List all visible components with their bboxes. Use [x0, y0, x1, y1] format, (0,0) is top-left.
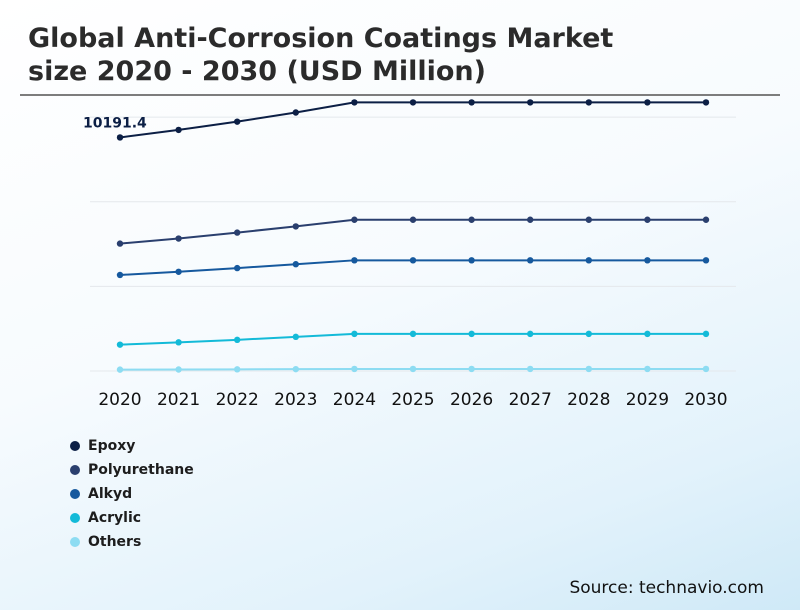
- legend-item-alkyd: Alkyd: [70, 482, 194, 506]
- title-divider: [20, 94, 780, 96]
- data-point-acrylic-2023: [292, 333, 299, 341]
- data-point-alkyd-2021: [175, 268, 182, 275]
- data-point-polyurethane-2028: [585, 216, 592, 223]
- data-point-others-2025: [409, 365, 417, 373]
- data-point-others-2024: [351, 365, 358, 373]
- data-points: [116, 99, 710, 373]
- data-point-epoxy-2029: [644, 99, 651, 106]
- data-point-others-2030: [702, 365, 710, 373]
- x-tick-label: 2020: [98, 390, 141, 410]
- x-tick-label: 2026: [450, 390, 493, 410]
- data-point-polyurethane-2025: [409, 216, 417, 223]
- data-point-others-2029: [644, 365, 651, 373]
- data-point-polyurethane-2026: [468, 216, 475, 223]
- x-tick-label: 2029: [626, 390, 669, 410]
- data-point-acrylic-2029: [644, 330, 651, 338]
- data-point-polyurethane-2024: [351, 216, 358, 223]
- legend-label: Epoxy: [88, 438, 136, 454]
- legend: Epoxy Polyurethane Alkyd Acrylic Others: [70, 434, 194, 554]
- series-line-epoxy: [119, 101, 706, 139]
- source-credit: Source: technavio.com: [569, 578, 764, 598]
- legend-item-acrylic: Acrylic: [70, 506, 194, 530]
- data-point-alkyd-2028: [585, 257, 592, 264]
- x-tick-label: 2021: [157, 390, 200, 410]
- data-point-others-2026: [468, 365, 475, 373]
- legend-label: Acrylic: [88, 510, 142, 526]
- data-point-polyurethane-2030: [702, 216, 710, 223]
- data-point-polyurethane-2023: [292, 223, 299, 230]
- data-point-alkyd-2022: [234, 264, 241, 272]
- data-point-acrylic-2030: [702, 330, 710, 338]
- data-point-alkyd-2030: [702, 257, 710, 264]
- data-point-alkyd-2025: [409, 257, 417, 264]
- legend-marker-icon: [70, 537, 80, 547]
- data-point-acrylic-2026: [468, 330, 475, 338]
- series-line-polyurethane: [119, 218, 706, 245]
- data-point-epoxy-2021: [175, 126, 182, 134]
- chart-title-line-2: size 2020 - 2030 (USD Million): [28, 56, 486, 87]
- x-tick-label: 2030: [684, 390, 727, 410]
- data-point-acrylic-2022: [234, 336, 241, 344]
- data-point-others-2021: [175, 366, 182, 373]
- data-point-epoxy-2028: [585, 99, 592, 106]
- legend-item-others: Others: [70, 530, 194, 554]
- data-point-epoxy-2025: [409, 99, 417, 106]
- data-point-others-2027: [527, 365, 534, 373]
- x-tick-label: 2028: [567, 390, 610, 410]
- data-point-epoxy-2022: [234, 118, 241, 125]
- legend-marker-icon: [70, 465, 80, 475]
- x-tick-label: 2027: [509, 390, 552, 410]
- legend-item-epoxy: Epoxy: [70, 434, 194, 458]
- data-label: 10191.4: [83, 115, 147, 131]
- legend-label: Others: [88, 534, 142, 550]
- data-point-alkyd-2023: [292, 261, 299, 268]
- data-point-epoxy-2030: [702, 99, 710, 106]
- data-point-polyurethane-2021: [175, 235, 182, 242]
- legend-label: Alkyd: [88, 486, 133, 502]
- chart-title: Global Anti-Corrosion Coatings Market si…: [28, 22, 688, 88]
- data-point-acrylic-2028: [585, 330, 592, 338]
- chart-title-line-1: Global Anti-Corrosion Coatings Market: [28, 23, 614, 54]
- legend-marker-icon: [70, 441, 80, 451]
- data-point-polyurethane-2022: [234, 229, 241, 236]
- data-point-others-2020: [116, 366, 124, 373]
- data-point-epoxy-2024: [351, 99, 358, 106]
- series-lines: [119, 101, 706, 371]
- data-point-acrylic-2027: [527, 330, 534, 338]
- x-tick-label: 2024: [333, 390, 376, 410]
- data-point-acrylic-2025: [409, 330, 417, 338]
- data-point-polyurethane-2029: [644, 216, 651, 223]
- data-point-alkyd-2020: [116, 271, 124, 279]
- data-point-alkyd-2027: [527, 257, 534, 264]
- data-point-epoxy-2027: [527, 99, 534, 106]
- x-tick-label: 2023: [274, 390, 317, 410]
- data-point-alkyd-2029: [644, 257, 651, 264]
- data-point-alkyd-2024: [351, 257, 358, 264]
- data-point-epoxy-2020: [116, 134, 124, 141]
- legend-marker-icon: [70, 489, 80, 499]
- annotations: 10191.4: [83, 115, 147, 131]
- data-point-polyurethane-2020: [116, 240, 124, 247]
- legend-item-polyurethane: Polyurethane: [70, 458, 194, 482]
- data-point-others-2023: [292, 365, 299, 373]
- data-point-epoxy-2023: [292, 109, 299, 116]
- data-point-others-2022: [234, 366, 241, 373]
- data-point-epoxy-2026: [468, 99, 475, 106]
- data-point-acrylic-2024: [351, 330, 358, 338]
- data-point-others-2028: [585, 365, 592, 373]
- x-tick-label: 2025: [391, 390, 434, 410]
- data-point-polyurethane-2027: [527, 216, 534, 223]
- data-point-acrylic-2020: [116, 341, 124, 348]
- legend-marker-icon: [70, 513, 80, 523]
- data-point-acrylic-2021: [175, 339, 182, 346]
- x-axis-ticks: 2020 2021 2022 2023 2024 2025 2026 2027 2028 2029…: [98, 390, 727, 410]
- legend-label: Polyurethane: [88, 462, 194, 478]
- x-tick-label: 2022: [216, 390, 259, 410]
- data-point-alkyd-2026: [468, 257, 475, 264]
